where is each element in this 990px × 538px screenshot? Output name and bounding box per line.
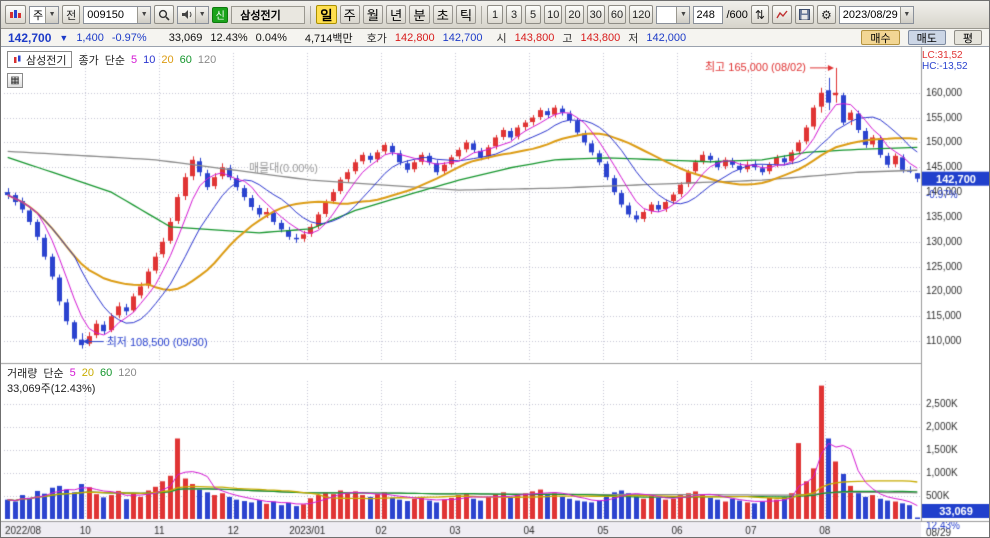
chevron-down-icon[interactable]: ▼ — [45, 7, 58, 23]
trade-value: 4,714백만 — [305, 30, 353, 46]
date-value: 2023/08/29 — [843, 9, 898, 21]
new-listing-badge: 신 — [212, 7, 228, 23]
turnover-pct: 0.04% — [256, 32, 287, 44]
period-button-tick[interactable]: 틱 — [456, 5, 476, 24]
chart-window-icon-button[interactable] — [5, 5, 26, 24]
volume-ratio: 12.43% — [210, 32, 247, 44]
period-button-day[interactable]: 일 — [316, 5, 336, 24]
price-pane-legend: 삼성전기 종가 단순 5 10 20 60 120 — [7, 51, 216, 68]
legend-price-type: 종가 — [78, 52, 98, 68]
ma-period-label: 10 — [143, 54, 155, 66]
calendar-dropdown-icon[interactable]: ▼ — [900, 7, 913, 23]
floppy-disk-icon — [799, 9, 810, 20]
legend-ma-method: 단순 — [105, 52, 125, 68]
price-change-pct: -0.97% — [112, 32, 147, 44]
up-down-arrows-icon: ⇅ — [755, 9, 765, 21]
all-button[interactable]: 전 — [62, 5, 80, 24]
toolbar-separator — [481, 6, 482, 24]
save-button[interactable] — [795, 5, 814, 24]
open-price: 143,800 — [515, 32, 555, 44]
chevron-down-icon[interactable]: ▼ — [676, 7, 689, 23]
grid-icon: ▦ — [10, 75, 19, 86]
ask-price: 142,800 — [395, 32, 435, 44]
ma-period-label: 60 — [180, 54, 192, 66]
open-label: 시 — [496, 30, 506, 46]
date-picker[interactable]: 2023/08/29 ▼ — [839, 6, 914, 24]
ma-period-label: 5 — [131, 54, 137, 66]
interval-button-3[interactable]: 3 — [506, 5, 522, 24]
market-combo[interactable]: 주 ▼ — [29, 6, 59, 24]
info-bar: 142,700 ▼ 1,400 -0.97% 33,069 12.43% 0.0… — [1, 29, 989, 47]
down-triangle-icon: ▼ — [59, 33, 68, 43]
interval-button-1[interactable]: 1 — [487, 5, 503, 24]
legend-volume-method: 단순 — [43, 365, 63, 381]
toolbar: 주 ▼ 전 ▼ ▼ 신 삼성전기 일 주 월 년 분 초 틱 1 3 — [1, 1, 989, 29]
period-button-second[interactable]: 초 — [433, 5, 453, 24]
search-button[interactable] — [154, 5, 174, 24]
hc-readout: HC:-13,52 — [922, 61, 968, 72]
interval-button-10[interactable]: 10 — [544, 5, 562, 24]
volume-value: 33,069 — [169, 32, 203, 44]
legend-volume-title: 거래량 — [7, 365, 37, 381]
ma-period-label: 20 — [82, 367, 94, 379]
chart-tools-button[interactable]: ▦ — [7, 73, 23, 88]
ma-period-label: 120 — [118, 367, 136, 379]
interval-combo[interactable]: ▼ — [656, 6, 690, 24]
mini-candle-icon — [13, 55, 22, 64]
volume-ma-legend: 5 20 60 120 — [70, 367, 137, 379]
bid-price: 142,700 — [443, 32, 483, 44]
price-change: 1,400 — [76, 32, 104, 44]
line-tool-button[interactable] — [772, 5, 792, 24]
ma-period-label: 60 — [100, 367, 112, 379]
bar-count-input[interactable] — [693, 6, 723, 24]
stock-name-field: 삼성전기 — [231, 6, 305, 24]
volume-readout: 33,069주(12.43%) — [7, 380, 95, 396]
ma-period-label: 5 — [70, 367, 76, 379]
quote-label: 호가 — [367, 30, 387, 46]
candle-chart-icon — [9, 9, 22, 20]
speaker-icon — [181, 9, 193, 20]
bar-count-max: /600 — [726, 9, 747, 21]
legend-stock-name: 삼성전기 — [26, 52, 66, 68]
lc-readout: LC:31,52 — [922, 50, 963, 61]
gear-icon: ⚙ — [821, 9, 832, 21]
volume-pane-legend: 거래량 단순 5 20 60 120 — [7, 365, 137, 381]
legend-stock-box[interactable]: 삼성전기 — [7, 51, 72, 68]
chevron-down-icon[interactable]: ▼ — [195, 7, 208, 23]
trendline-icon — [776, 10, 788, 20]
stock-code-input[interactable] — [87, 9, 135, 21]
interval-button-30[interactable]: 30 — [587, 5, 605, 24]
period-button-month[interactable]: 월 — [363, 5, 383, 24]
high-price: 143,800 — [580, 32, 620, 44]
buy-button[interactable]: 매수 — [861, 30, 899, 45]
ma-period-label: 120 — [198, 54, 216, 66]
interval-button-60[interactable]: 60 — [608, 5, 626, 24]
search-icon — [158, 9, 170, 21]
low-price: 142,000 — [646, 32, 686, 44]
period-button-week[interactable]: 주 — [340, 5, 360, 24]
interval-button-5[interactable]: 5 — [525, 5, 541, 24]
sound-combo[interactable]: ▼ — [177, 6, 209, 24]
price-ma-legend: 5 10 20 60 120 — [131, 54, 216, 66]
period-button-minute[interactable]: 분 — [409, 5, 429, 24]
interval-button-120[interactable]: 120 — [629, 5, 653, 24]
stock-code-combo[interactable]: ▼ — [83, 6, 151, 24]
high-label: 고 — [562, 30, 572, 46]
chevron-down-icon[interactable]: ▼ — [137, 7, 150, 23]
period-button-year[interactable]: 년 — [386, 5, 406, 24]
market-combo-value: 주 — [33, 7, 43, 23]
interval-button-20[interactable]: 20 — [565, 5, 583, 24]
average-button[interactable]: 평 — [954, 30, 982, 45]
low-label: 저 — [628, 30, 638, 46]
settings-button[interactable]: ⚙ — [817, 5, 836, 24]
chart-canvas[interactable] — [1, 47, 990, 538]
ma-period-label: 20 — [161, 54, 173, 66]
sell-button[interactable]: 매도 — [908, 30, 946, 45]
stock-chart-window: 주 ▼ 전 ▼ ▼ 신 삼성전기 일 주 월 년 분 초 틱 1 3 — [0, 0, 990, 538]
scale-toggle-button[interactable]: ⇅ — [751, 5, 769, 24]
current-price: 142,700 — [8, 31, 51, 45]
toolbar-separator — [310, 6, 311, 24]
